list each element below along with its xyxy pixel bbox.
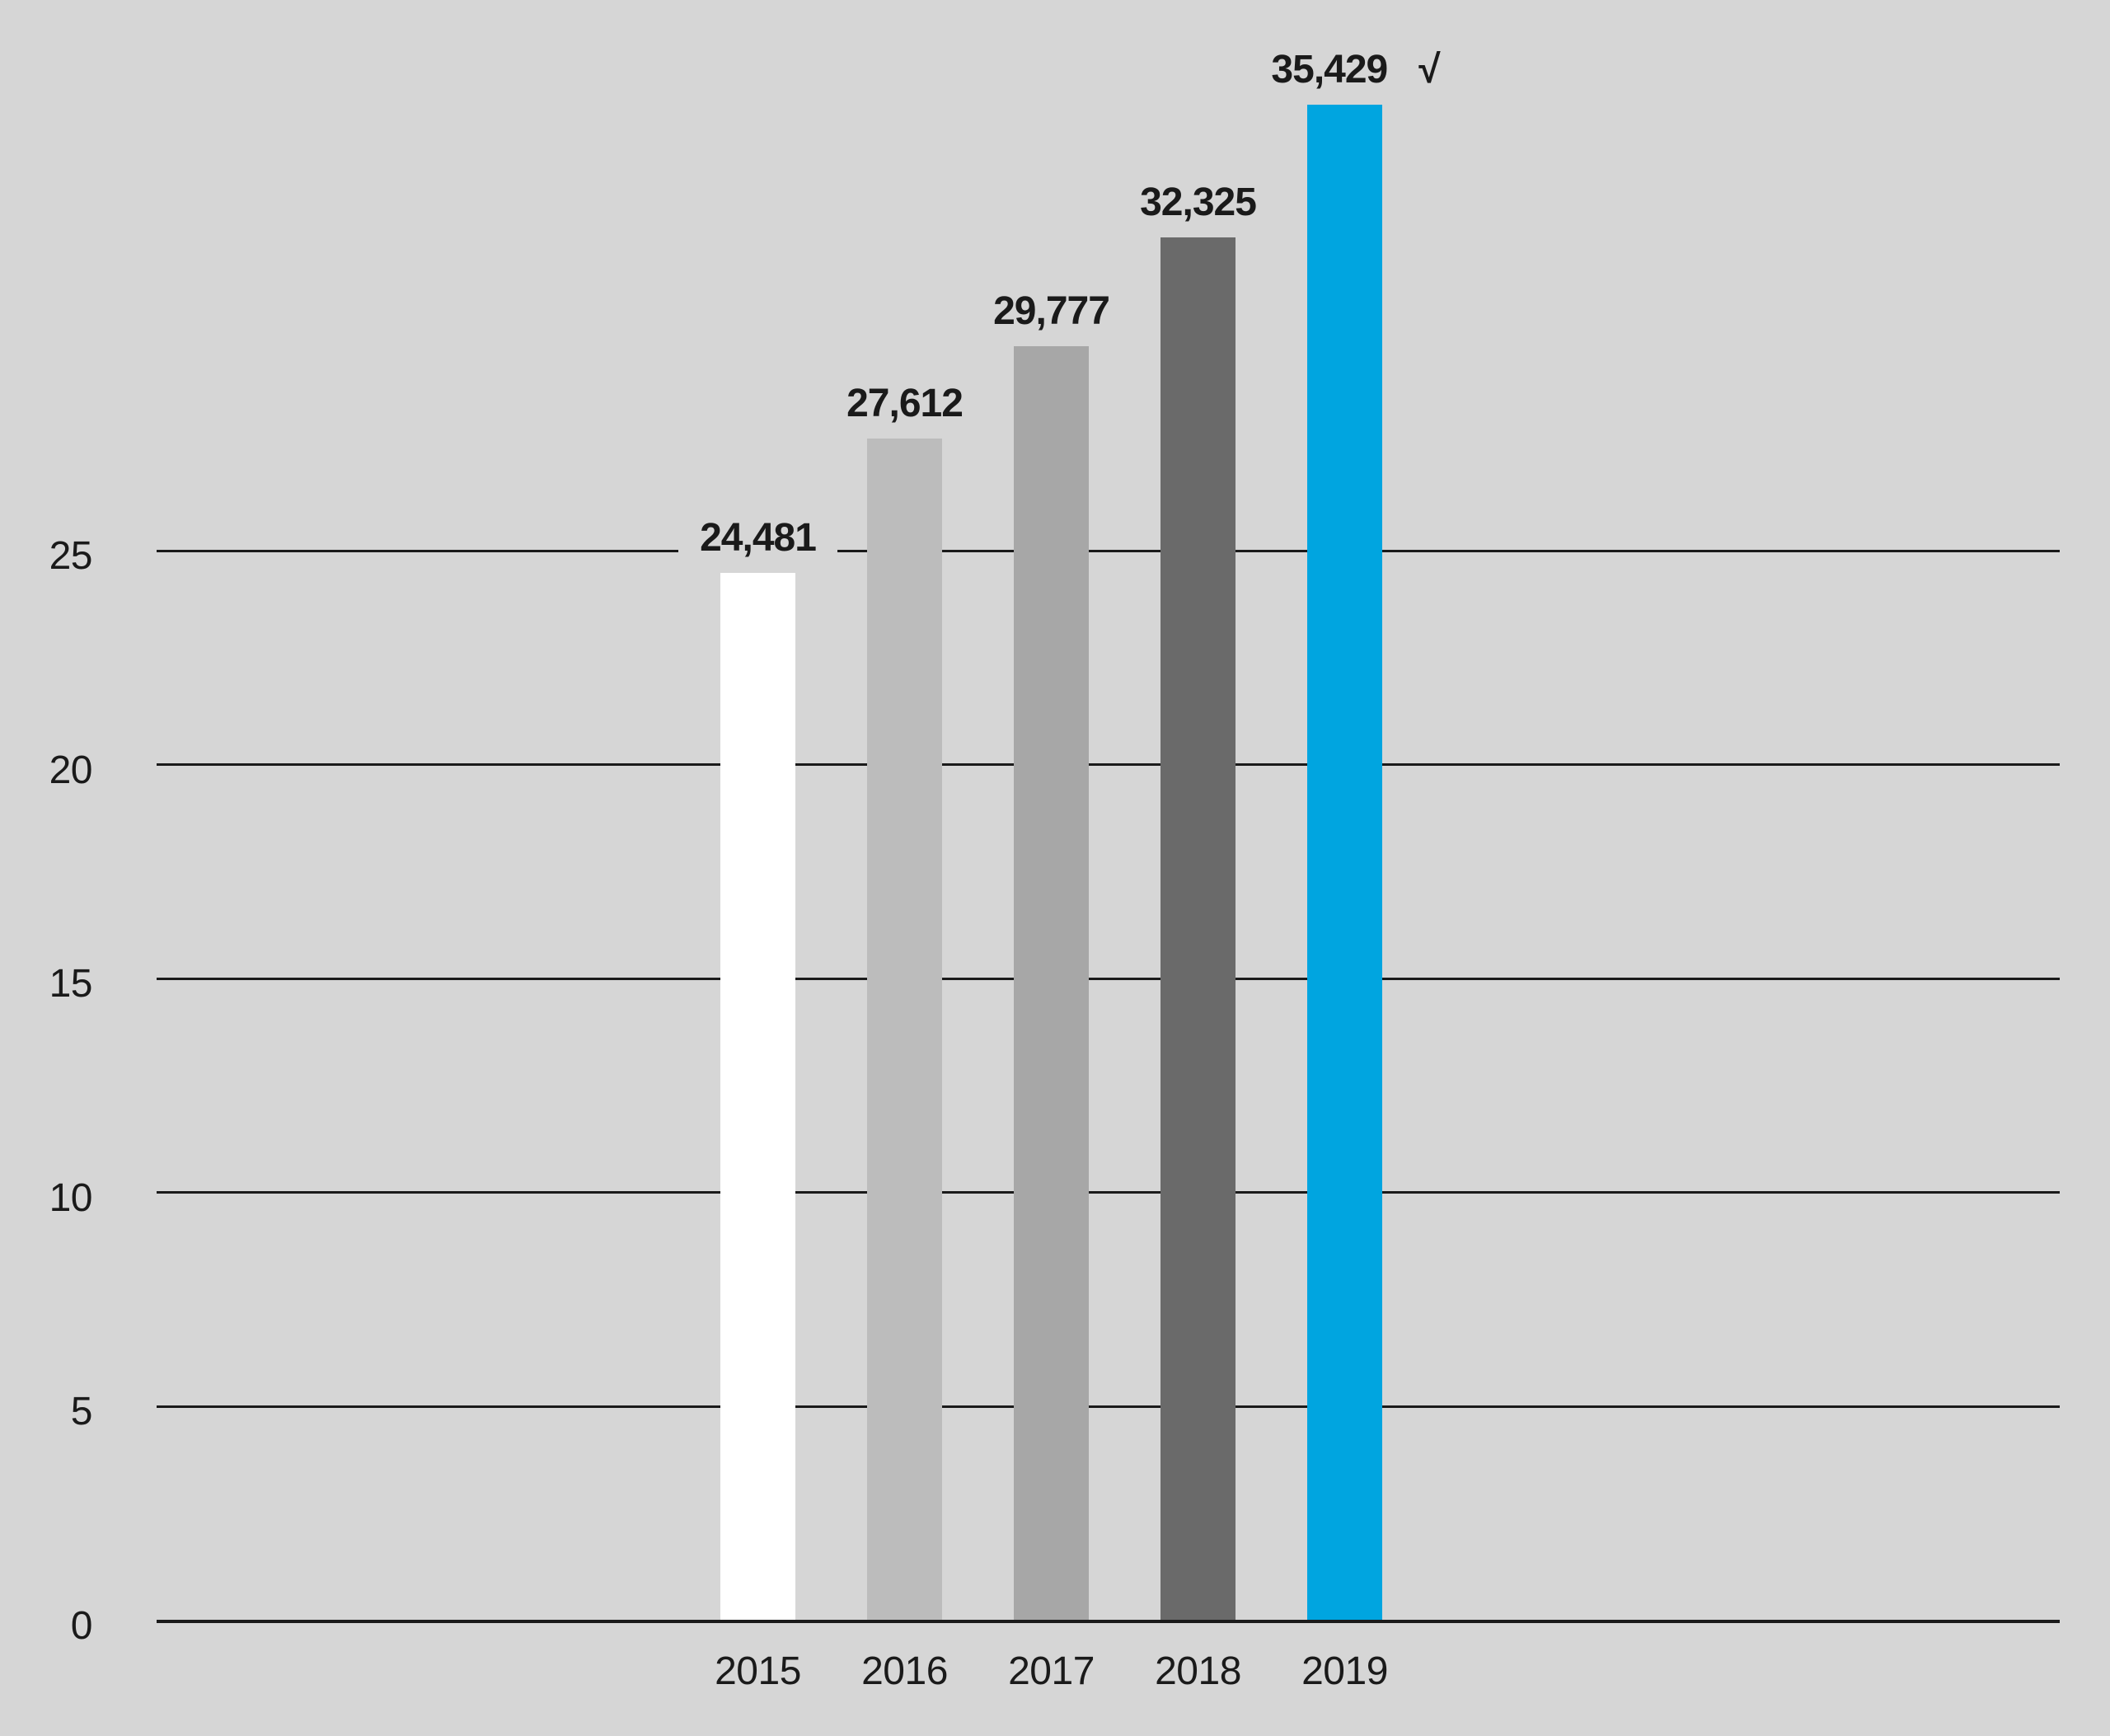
y-tick-label-0: 0	[70, 1604, 93, 1648]
bar-2017	[1014, 345, 1089, 1621]
gridline-15	[157, 977, 2060, 980]
bar-2019	[1307, 104, 1382, 1621]
y-tick-label-20: 20	[49, 748, 93, 792]
x-axis-baseline	[157, 1619, 2060, 1623]
y-tick-label-15: 15	[49, 962, 93, 1006]
x-tick-label-2015: 2015	[715, 1649, 801, 1693]
y-tick-label-25: 25	[49, 534, 93, 578]
bar-value-label-2015: 24,481	[511, 514, 1006, 561]
bar-value-label-2016: 27,612	[658, 381, 1152, 428]
bar-value-text: 29,777	[972, 288, 1131, 335]
gridline-25	[157, 549, 2060, 552]
x-tick-label-2019: 2019	[1301, 1649, 1388, 1693]
bar-value-label-2019: 35,429 √	[1098, 46, 1592, 93]
gridline-20	[157, 763, 2060, 767]
bar-2015	[720, 572, 795, 1621]
bar-2016	[867, 439, 942, 1621]
gridline-10	[157, 1191, 2060, 1194]
gridline-5	[157, 1405, 2060, 1408]
bar-value-label-2017: 29,777	[804, 288, 1299, 335]
y-tick-label-5: 5	[70, 1390, 93, 1434]
bar-value-text: 32,325	[1118, 179, 1278, 226]
x-tick-label-2018: 2018	[1155, 1649, 1241, 1693]
bar-2018	[1160, 237, 1236, 1621]
bar-value-label-2018: 32,325	[951, 179, 1446, 226]
x-tick-label-2017: 2017	[1008, 1649, 1095, 1693]
x-tick-label-2016: 2016	[861, 1649, 948, 1693]
bar-value-text: 27,612	[825, 381, 984, 428]
bar-value-text: 24,481	[678, 514, 837, 561]
checkmark-icon: √	[1418, 47, 1440, 91]
y-tick-label-10: 10	[49, 1175, 93, 1220]
bar-value-text: 35,429	[1250, 46, 1409, 93]
